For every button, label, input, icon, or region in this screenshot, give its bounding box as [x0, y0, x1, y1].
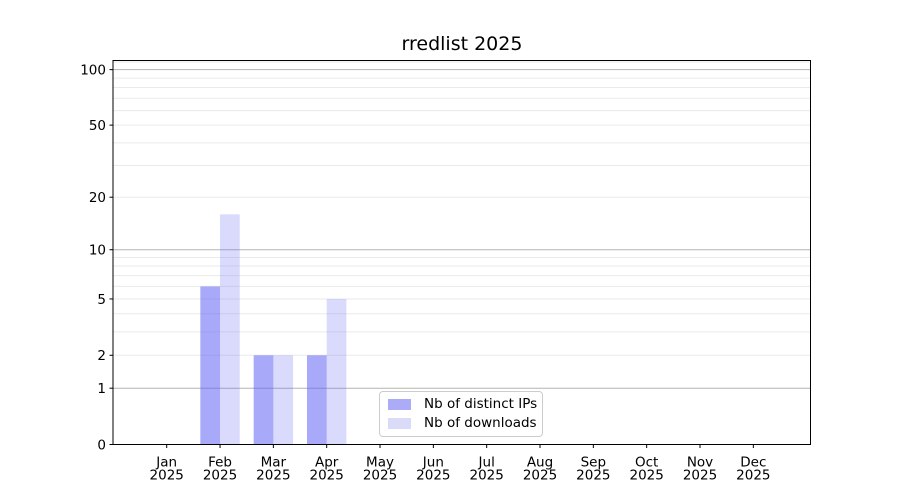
bar-distinct-ips	[253, 355, 274, 445]
legend-item-downloads: Nb of downloads	[388, 414, 542, 431]
x-tick-label: May 2025	[363, 455, 397, 484]
x-tick-label: Aug 2025	[523, 455, 557, 484]
legend-label-downloads: Nb of downloads	[424, 414, 537, 431]
y-tick-label: 20	[89, 190, 106, 206]
x-tick-label: Feb 2025	[203, 455, 237, 484]
y-tick-label: 1	[97, 381, 106, 397]
chart-title: rredlist 2025	[401, 33, 523, 55]
y-tick-label: 10	[89, 243, 106, 259]
y-tick-label: 2	[97, 348, 106, 364]
bar-distinct-ips	[306, 355, 327, 445]
x-tick-label: Nov 2025	[683, 455, 717, 484]
x-tick-label: Oct 2025	[629, 455, 663, 484]
y-tick-label: 0	[97, 437, 106, 453]
legend-swatch-downloads	[388, 418, 411, 429]
x-tick-label: Dec 2025	[736, 455, 770, 484]
x-tick-label: Jan 2025	[150, 455, 184, 484]
x-tick-label: Sep 2025	[576, 455, 610, 484]
bar-distinct-ips	[200, 286, 221, 445]
x-tick-label: Mar 2025	[256, 455, 290, 484]
bar-downloads	[273, 355, 294, 445]
y-tick-label: 50	[89, 118, 106, 134]
axes-frame	[112, 60, 811, 445]
legend: Nb of distinct IPs Nb of downloads	[379, 391, 543, 437]
x-tick-label: Jun 2025	[416, 455, 450, 484]
legend-item-distinct-ips: Nb of distinct IPs	[388, 395, 542, 412]
legend-label-distinct-ips: Nb of distinct IPs	[424, 395, 538, 412]
y-tick-label: 100	[80, 62, 106, 78]
bar-downloads	[220, 214, 240, 445]
y-tick-label: 5	[97, 292, 106, 308]
x-tick-label: Apr 2025	[310, 455, 344, 484]
bar-downloads	[326, 298, 347, 445]
legend-swatch-distinct-ips	[388, 399, 411, 410]
x-tick-label: Jul 2025	[470, 455, 504, 484]
